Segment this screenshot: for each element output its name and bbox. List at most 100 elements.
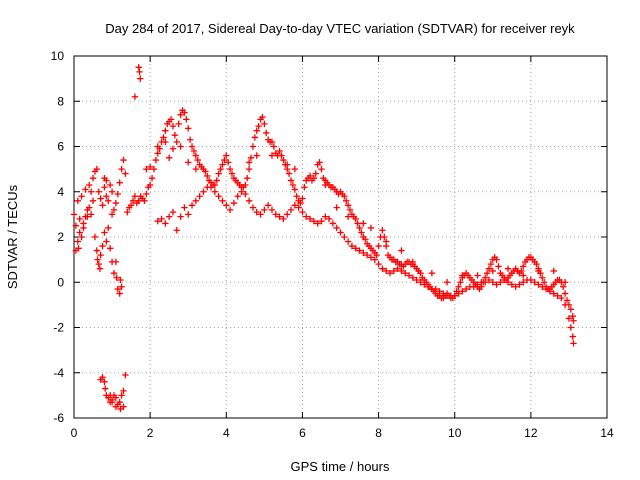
data-point: [165, 154, 173, 162]
data-point: [360, 220, 367, 227]
data-point: [114, 190, 121, 198]
data-point: [558, 294, 565, 302]
data-point: [211, 181, 219, 189]
data-point: [346, 206, 354, 214]
data-point: [224, 159, 232, 166]
data-point: [78, 193, 85, 200]
data-point: [219, 161, 226, 168]
data-point: [146, 163, 154, 171]
data-point: [409, 274, 417, 281]
data-point: [217, 165, 224, 173]
data-point: [569, 333, 576, 340]
data-point: [270, 143, 278, 150]
data-point: [561, 301, 569, 309]
series-0: [70, 107, 577, 324]
data-point: [70, 211, 78, 218]
data-point: [487, 260, 495, 268]
data-point: [154, 150, 161, 157]
data-point: [169, 145, 177, 152]
data-point: [455, 290, 462, 297]
y-tick-label: 10: [51, 49, 65, 63]
data-point: [82, 186, 89, 193]
data-point: [106, 392, 114, 399]
data-point: [253, 127, 260, 134]
data-point: [185, 211, 192, 218]
data-point: [520, 263, 527, 270]
data-point: [520, 279, 527, 286]
data-point: [264, 202, 272, 209]
data-point: [485, 276, 493, 284]
data-point: [263, 129, 270, 137]
data-point: [228, 170, 236, 177]
data-point: [318, 217, 325, 225]
data-point: [540, 279, 548, 286]
data-point: [207, 184, 215, 191]
data-point: [398, 267, 405, 275]
data-point: [314, 220, 321, 227]
data-point: [230, 199, 238, 207]
data-point: [413, 276, 420, 284]
data-point: [280, 156, 287, 164]
data-point: [234, 193, 241, 200]
data-point: [440, 290, 447, 297]
data-point: [483, 270, 491, 277]
data-point: [533, 260, 540, 268]
data-point: [481, 279, 489, 286]
data-point: [118, 283, 125, 290]
data-point: [508, 281, 516, 288]
data-point: [367, 254, 375, 261]
data-point: [280, 215, 287, 223]
data-point: [501, 276, 508, 284]
data-point: [238, 188, 245, 195]
data-point: [93, 165, 101, 173]
data-point: [394, 265, 401, 272]
data-point: [276, 147, 283, 155]
chart-title: Day 284 of 2017, Sidereal Day-to-day VTE…: [105, 21, 575, 36]
data-point: [363, 251, 371, 259]
data-point: [152, 156, 160, 164]
data-point: [245, 165, 253, 173]
data-point: [86, 181, 93, 189]
data-point: [539, 283, 546, 290]
data-point: [108, 188, 116, 195]
data-point: [162, 220, 169, 227]
data-point: [114, 285, 121, 293]
data-point: [120, 387, 127, 395]
data-point: [356, 224, 363, 232]
x-axis-label: GPS time / hours: [291, 459, 390, 474]
data-point: [352, 245, 359, 252]
data-point: [291, 202, 299, 209]
data-point: [74, 238, 82, 245]
data-point: [200, 188, 207, 195]
data-point: [181, 204, 188, 211]
data-point: [72, 222, 80, 229]
data-point: [245, 197, 253, 204]
data-point: [493, 281, 500, 288]
data-point: [118, 165, 125, 173]
data-point: [535, 281, 542, 288]
data-point: [196, 193, 203, 200]
data-point: [242, 190, 249, 198]
data-point: [169, 122, 177, 130]
data-point: [367, 224, 375, 232]
data-point: [255, 122, 262, 130]
data-point: [293, 193, 300, 200]
data-point: [253, 208, 260, 216]
data-point: [539, 274, 546, 281]
data-point: [188, 143, 196, 150]
data-point: [94, 256, 101, 263]
data-point: [183, 116, 190, 123]
data-point: [516, 281, 523, 288]
data-point: [459, 288, 466, 295]
data-point: [278, 152, 285, 159]
data-point: [567, 306, 575, 313]
data-point: [75, 245, 82, 252]
data-point: [181, 109, 188, 116]
data-point: [185, 125, 192, 132]
data-point: [405, 272, 413, 279]
y-tick-label: -6: [53, 411, 64, 425]
data-point: [550, 290, 557, 297]
data-point: [251, 134, 259, 141]
data-point: [106, 181, 114, 189]
x-tick-label: 8: [375, 426, 382, 440]
